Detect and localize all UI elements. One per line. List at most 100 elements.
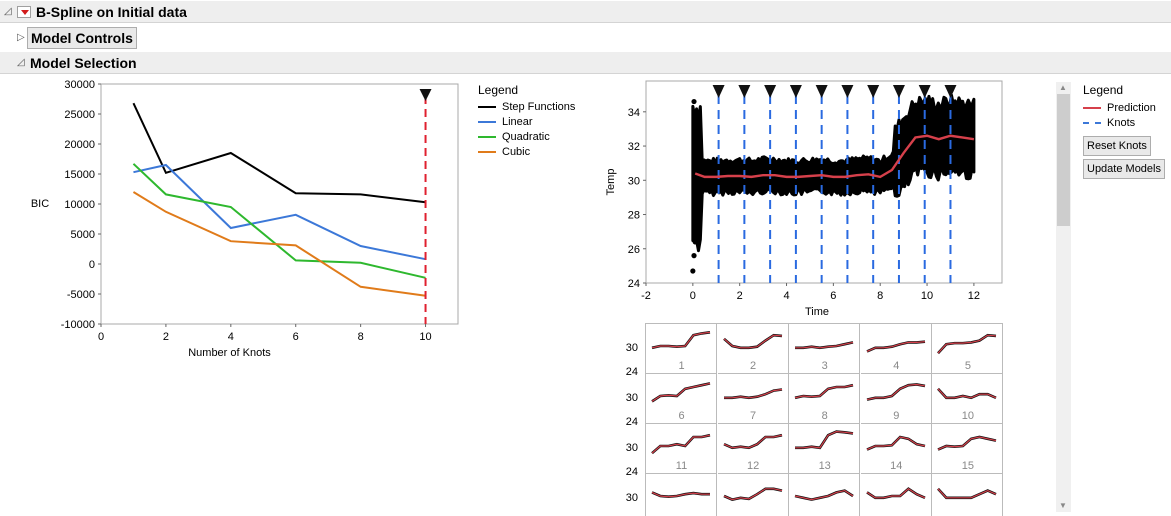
reset-knots-button[interactable]: Reset Knots xyxy=(1083,136,1151,156)
small-multiple-fit xyxy=(795,489,854,501)
y-tick-label: 28 xyxy=(628,210,640,222)
knot-handle-icon xyxy=(815,85,828,98)
disclosure-open-icon[interactable]: ◿ xyxy=(17,57,25,68)
small-multiple-label: 15 xyxy=(961,460,975,472)
small-multiple-cell[interactable] xyxy=(861,474,932,516)
small-multiple-label: 9 xyxy=(893,410,900,422)
small-multiple-label: 11 xyxy=(675,460,688,472)
legend-swatch xyxy=(478,151,496,153)
small-multiple-plot xyxy=(794,489,854,501)
bic-chart: 30000 25000 20000 15000 10000 5000 0 -5000 -1000… xyxy=(31,79,459,359)
x-tick-label: 0 xyxy=(98,331,104,343)
small-multiple-plot xyxy=(866,383,926,401)
knot-handle-icon xyxy=(712,85,725,98)
small-multiple-cell[interactable]: 4 xyxy=(860,324,932,374)
temp-data-points xyxy=(691,93,976,253)
knot-handle-icon xyxy=(892,85,905,98)
small-multiple-y-tick-label: 30 xyxy=(625,442,638,454)
x-tick-label: 2 xyxy=(737,290,743,302)
small-multiple-cell[interactable]: 14 xyxy=(860,424,932,474)
small-multiple-label: 10 xyxy=(961,410,975,422)
small-multiple-label: 5 xyxy=(964,360,971,372)
knot-handle-icon xyxy=(789,85,802,98)
outlier-point xyxy=(691,253,697,259)
y-tick-label: 10000 xyxy=(64,199,95,211)
small-multiple-plot xyxy=(651,382,711,403)
small-multiple-plot xyxy=(795,341,854,350)
small-multiple-cell[interactable]: 12 xyxy=(717,424,789,474)
scrollbar-thumb[interactable] xyxy=(1057,94,1070,226)
update-models-button[interactable]: Update Models xyxy=(1083,159,1165,179)
selected-knots-marker-icon xyxy=(419,89,432,101)
small-multiple-fit xyxy=(723,388,782,399)
small-multiple-fit xyxy=(651,382,711,402)
small-multiple-cell[interactable]: 3 xyxy=(789,324,861,374)
small-multiple-y-tick-label: 24 xyxy=(625,466,638,478)
small-multiple-cell[interactable]: 1 xyxy=(646,324,717,374)
small-multiple-cell[interactable] xyxy=(646,474,717,516)
legend-label: Cubic xyxy=(502,146,531,158)
x-tick-label: 10 xyxy=(921,290,933,302)
vertical-scrollbar[interactable]: ▲ ▼ xyxy=(1056,82,1071,512)
disclosure-open-icon[interactable]: ◿ xyxy=(4,6,12,17)
x-tick-label: 4 xyxy=(228,331,234,343)
x-axis-title: Number of Knots xyxy=(188,347,271,359)
legend-label: Step Functions xyxy=(502,101,576,113)
small-multiple-fit xyxy=(651,331,711,349)
small-multiple-cell[interactable] xyxy=(932,474,1003,516)
small-multiple-cell[interactable]: 10 xyxy=(932,374,1003,424)
model-controls-outline[interactable]: Model Controls xyxy=(27,27,137,49)
outlier-point xyxy=(692,239,698,245)
small-multiple-fit xyxy=(866,341,925,352)
small-multiple-fit xyxy=(937,488,997,499)
small-multiple-label: 6 xyxy=(678,410,685,422)
small-multiple-cell[interactable]: 2 xyxy=(717,324,789,374)
x-tick-label: 10 xyxy=(419,331,431,343)
small-multiple-cell[interactable]: 15 xyxy=(932,424,1003,474)
small-multiple-fit xyxy=(723,488,782,501)
scroll-up-icon[interactable]: ▲ xyxy=(1059,83,1067,92)
small-multiple-plot xyxy=(723,487,782,501)
y-tick-label: 30 xyxy=(628,175,640,187)
small-multiple-points xyxy=(723,487,782,501)
small-multiple-plot xyxy=(794,383,854,400)
disclosure-closed-icon[interactable]: ▷ xyxy=(17,32,25,43)
y-axis-title: BIC xyxy=(31,198,49,210)
small-multiple-cell[interactable]: 13 xyxy=(789,424,861,474)
small-multiple-cell[interactable] xyxy=(789,474,861,516)
outlier-point xyxy=(692,119,698,125)
y-tick-label: 20000 xyxy=(64,139,95,151)
legend-item-quadratic: Quadratic xyxy=(478,131,550,143)
y-tick-label: -5000 xyxy=(67,289,95,301)
small-multiple-cell[interactable]: 7 xyxy=(717,374,789,424)
small-multiple-cell[interactable]: 6 xyxy=(646,374,717,424)
small-multiple-plot xyxy=(651,331,711,350)
small-multiple-cell[interactable]: 8 xyxy=(789,374,861,424)
small-multiple-fit xyxy=(795,384,854,399)
small-multiple-points xyxy=(651,433,711,455)
legend-label: Linear xyxy=(502,116,533,128)
small-multiple-cell[interactable] xyxy=(718,474,789,516)
knot-handle-icon xyxy=(841,85,854,98)
legend-swatch xyxy=(478,136,496,138)
y-tick-label: -10000 xyxy=(61,319,95,331)
legend-label: Prediction xyxy=(1107,102,1156,114)
small-multiple-cell[interactable]: 9 xyxy=(860,374,932,424)
model-selection-title: Model Selection xyxy=(30,55,137,71)
small-multiple-label: 7 xyxy=(750,410,757,422)
knot-handle-icon xyxy=(918,85,931,98)
red-triangle-menu-icon[interactable] xyxy=(17,6,31,18)
x-tick-label: 8 xyxy=(877,290,883,302)
y-tick-label: 34 xyxy=(628,107,640,119)
scroll-down-icon[interactable]: ▼ xyxy=(1059,501,1067,510)
prediction-swatch xyxy=(1083,107,1101,109)
small-multiple-cell[interactable]: 5 xyxy=(932,324,1003,374)
outlier-point xyxy=(691,98,697,105)
small-multiple-fit xyxy=(651,434,711,454)
legend-label: Knots xyxy=(1107,117,1136,129)
x-axis-title: Time xyxy=(805,306,829,318)
small-multiple-cell[interactable]: 11 xyxy=(646,424,717,474)
small-multiples-y-axis: 30 24 30 24 30 24 30 xyxy=(600,323,644,516)
legend-swatch xyxy=(478,121,496,123)
y-axis-title: Temp xyxy=(605,169,617,196)
